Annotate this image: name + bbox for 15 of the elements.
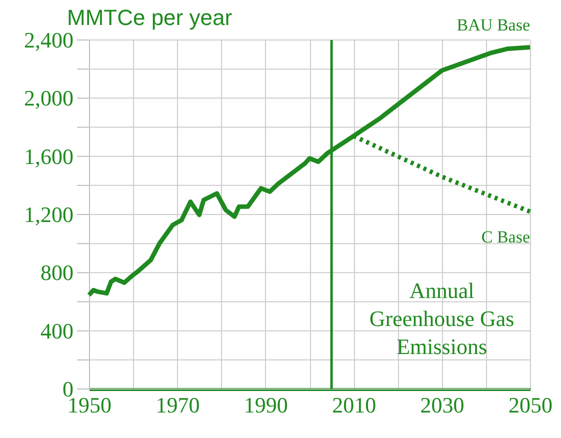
y-tick-label: 2,400: [24, 28, 74, 52]
y-axis-title: MMTCe per year: [67, 5, 232, 30]
x-tick-label: 2030: [420, 392, 464, 418]
series-label: BAU Base: [456, 15, 530, 34]
y-tick-label: 800: [40, 260, 74, 286]
x-tick-label: 2050: [508, 392, 552, 418]
y-tick-label: 400: [40, 318, 74, 344]
x-tick-label: 2010: [332, 392, 376, 418]
y-tick-label: 1,200: [24, 202, 74, 227]
x-tick-label: 1970: [156, 392, 200, 418]
y-tick-label: 2,000: [24, 86, 74, 111]
series-label: C Base: [481, 228, 530, 247]
x-tick-label: 1990: [244, 392, 288, 418]
y-tick-label: 1,600: [24, 144, 74, 169]
annotation: Annual Greenhouse Gas Emissions: [369, 278, 514, 359]
